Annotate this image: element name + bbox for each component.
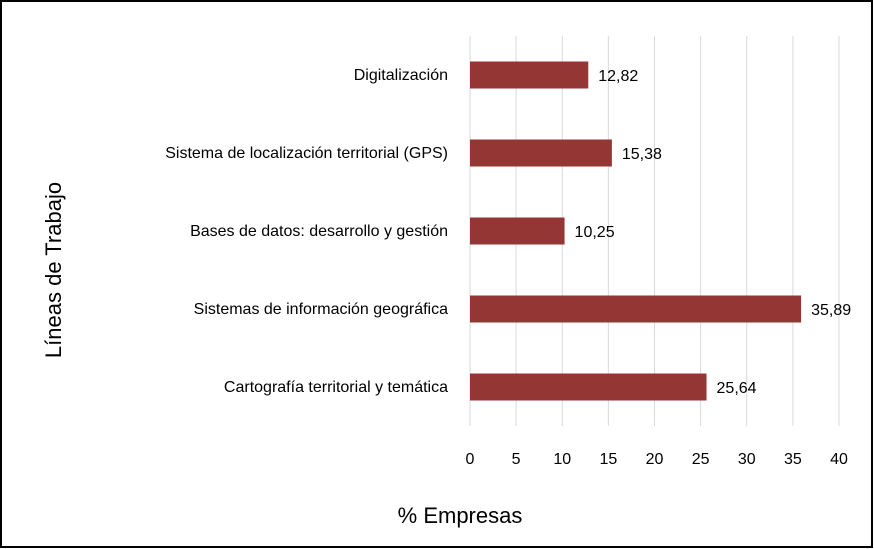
y-axis-title: Líneas de Trabajo bbox=[41, 182, 66, 358]
y-tick-label-box: Digitalización bbox=[88, 45, 448, 105]
y-tick-label: Sistemas de información geográfica bbox=[193, 300, 448, 318]
bar bbox=[470, 295, 802, 323]
x-tick-label: 30 bbox=[738, 451, 756, 468]
x-tick-label: 25 bbox=[692, 451, 710, 468]
y-tick-label: Sistema de localización territorial (GPS… bbox=[165, 144, 448, 162]
x-tick-label: 40 bbox=[830, 451, 848, 468]
bar bbox=[470, 139, 612, 167]
data-label: 10,25 bbox=[575, 224, 615, 241]
x-tick-label: 35 bbox=[784, 451, 802, 468]
y-tick-label-box: Sistema de localización territorial (GPS… bbox=[88, 123, 448, 183]
y-tick-label-box: Cartografía territorial y temática bbox=[88, 357, 448, 417]
x-tick-label: 5 bbox=[512, 451, 521, 468]
bar bbox=[470, 217, 565, 245]
bar bbox=[470, 61, 589, 89]
y-tick-label-box: Bases de datos: desarrollo y gestión bbox=[88, 201, 448, 261]
y-tick-label: Digitalización bbox=[353, 66, 448, 84]
bar bbox=[470, 373, 707, 401]
y-tick-label: Bases de datos: desarrollo y gestión bbox=[190, 222, 448, 240]
x-axis-title: % Empresas bbox=[398, 503, 523, 528]
y-tick-label: Cartografía territorial y temática bbox=[223, 378, 448, 396]
x-tick-label: 0 bbox=[466, 451, 475, 468]
y-tick-label-box: Sistemas de información geográfica bbox=[88, 279, 448, 339]
x-tick-label: 10 bbox=[553, 451, 571, 468]
data-label: 35,89 bbox=[811, 302, 851, 319]
data-label: 15,38 bbox=[622, 146, 662, 163]
x-tick-label: 20 bbox=[646, 451, 664, 468]
data-label: 25,64 bbox=[717, 380, 757, 397]
data-label: 12,82 bbox=[598, 68, 638, 85]
x-tick-label: 15 bbox=[599, 451, 617, 468]
